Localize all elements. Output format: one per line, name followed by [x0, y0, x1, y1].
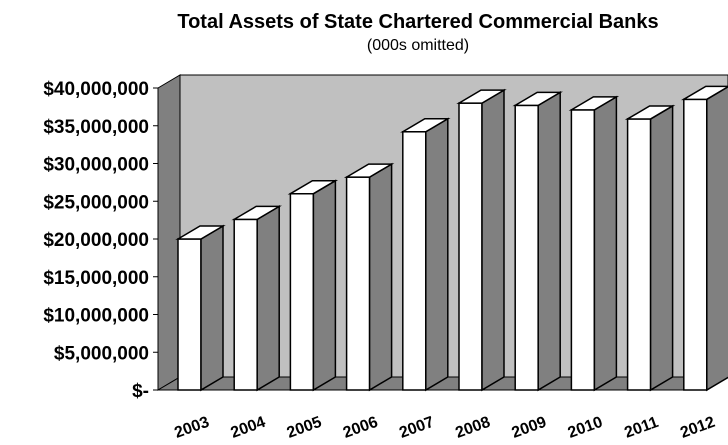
x-axis: 2003 2004 2005 2006 2007 2008 2009 2010 2011 2012 [172, 414, 717, 442]
y-tick-label: $35,000,000 [43, 117, 149, 138]
bar [624, 104, 676, 392]
y-tick-label: $10,000,000 [43, 306, 149, 327]
bar-front [626, 118, 652, 391]
bar [512, 91, 563, 392]
bar-front [345, 176, 371, 391]
chart-subtitle: (000s omitted) [367, 37, 469, 54]
bar-side [425, 117, 449, 392]
x-tick-label: 2004 [229, 414, 268, 442]
bar-side [481, 88, 505, 392]
side-wall [157, 74, 181, 391]
bar [681, 85, 728, 392]
y-tick-label: $15,000,000 [43, 268, 149, 289]
bar [175, 224, 226, 392]
bar-top [568, 96, 620, 111]
bar [343, 162, 395, 392]
x-tick-label: 2010 [566, 414, 605, 442]
bar-side [200, 224, 224, 392]
bar-side [593, 95, 618, 392]
bar-front [402, 131, 427, 391]
bar [287, 179, 339, 392]
bar-front [289, 192, 315, 391]
bar-top [343, 163, 395, 178]
bar-front [683, 98, 708, 391]
bar-side [649, 104, 674, 392]
bar-front [570, 109, 596, 391]
y-axis: $- $5,000,000 $10,000,000 $15,000,000 $20,00… [43, 79, 159, 402]
x-tick-label: 2003 [172, 414, 211, 442]
bar-side [312, 179, 337, 392]
x-tick-label: 2012 [678, 414, 717, 442]
bar-side [706, 85, 728, 392]
y-tick-label: $40,000,000 [43, 79, 149, 100]
bar-top [456, 89, 507, 104]
x-tick-label: 2005 [285, 414, 324, 442]
bar [456, 88, 507, 392]
bar-top [400, 118, 451, 133]
y-tick-label: $5,000,000 [54, 343, 149, 364]
chart-title: Total Assets of State Chartered Commerci… [177, 11, 658, 33]
bar-side [368, 162, 393, 392]
bar-front [458, 102, 483, 391]
bar-top [624, 105, 676, 120]
y-tick-label: $- [132, 381, 149, 402]
x-tick-label: 2007 [397, 414, 436, 442]
bar-side [537, 91, 561, 392]
bar-top [231, 205, 282, 221]
x-tick-label: 2009 [510, 414, 549, 442]
bar-front [514, 104, 539, 391]
bar-top [681, 85, 728, 101]
bar-front [233, 218, 258, 391]
x-tick-label: 2011 [622, 414, 661, 442]
bar-top [175, 225, 226, 240]
x-tick-label: 2008 [453, 414, 492, 442]
bar-front [177, 238, 202, 391]
bar-top [512, 91, 563, 107]
x-tick-label: 2006 [341, 414, 380, 442]
bar [568, 95, 620, 392]
bar [400, 117, 451, 392]
bar-top [287, 179, 339, 195]
y-tick-label: $20,000,000 [43, 230, 149, 251]
bar [231, 205, 282, 392]
bar-side [256, 205, 280, 392]
y-tick-label: $25,000,000 [43, 192, 149, 213]
bar-series [175, 85, 728, 392]
y-tick-label: $30,000,000 [43, 155, 149, 176]
